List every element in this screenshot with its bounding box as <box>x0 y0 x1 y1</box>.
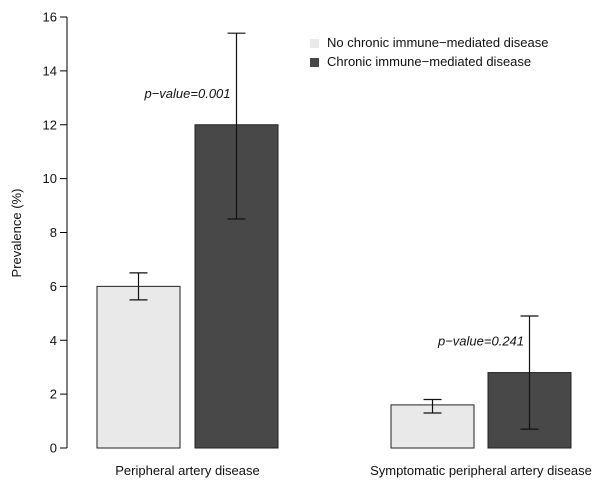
y-tick-label: 16 <box>43 10 57 25</box>
legend-label: Chronic immune−mediated disease <box>327 54 531 69</box>
category-label: Symptomatic peripheral artery disease <box>370 463 592 478</box>
bar <box>96 285 181 449</box>
legend-swatch <box>310 58 319 67</box>
y-tick-label: 0 <box>50 441 57 456</box>
category-labels: Peripheral artery disease Symptomatic per… <box>115 463 592 478</box>
legend-label: No chronic immune−mediated disease <box>327 35 548 50</box>
y-axis-title: Prevalence (%) <box>9 189 24 278</box>
error-bars-group <box>129 32 539 430</box>
y-tick-label: 14 <box>43 63 57 78</box>
y-axis: 0 2 4 6 8 10 12 14 16 <box>43 10 68 456</box>
p-value-annotation: p−value=0.241 <box>437 334 524 349</box>
legend-swatch <box>310 39 319 48</box>
p-value-annotation: p−value=0.001 <box>143 86 230 101</box>
legend: No chronic immune−mediated disease Chroni… <box>310 35 548 69</box>
y-tick-label: 12 <box>43 117 57 132</box>
y-tick-label: 6 <box>50 279 57 294</box>
y-tick-label: 4 <box>50 333 57 348</box>
category-label: Peripheral artery disease <box>115 463 260 478</box>
y-tick-label: 10 <box>43 171 57 186</box>
annotations: p−value=0.001 p−value=0.241 <box>143 86 524 349</box>
y-tick-label: 8 <box>50 225 57 240</box>
bars-group <box>96 124 572 449</box>
y-tick-label: 2 <box>50 387 57 402</box>
